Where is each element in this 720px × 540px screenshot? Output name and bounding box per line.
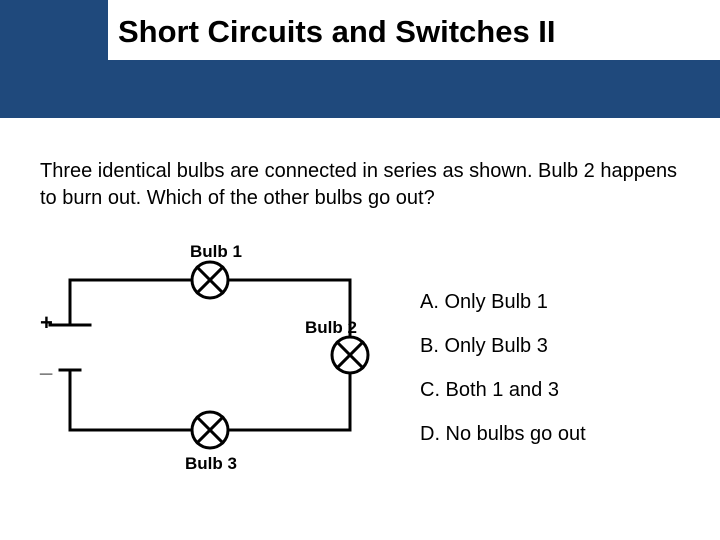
terminal-minus: _ — [40, 352, 52, 378]
content-area: Three identical bulbs are connected in s… — [0, 118, 720, 212]
answer-c: C. Both 1 and 3 — [420, 370, 586, 410]
bulb-3-label: Bulb 3 — [185, 454, 237, 474]
slide-header: Short Circuits and Switches II — [0, 0, 720, 118]
bulb-1-label: Bulb 1 — [190, 242, 242, 262]
header-blue-strip — [108, 60, 720, 118]
question-text: Three identical bulbs are connected in s… — [40, 158, 680, 212]
answer-list: A. Only Bulb 1 B. Only Bulb 3 C. Both 1 … — [420, 282, 586, 458]
slide-title: Short Circuits and Switches II — [118, 14, 710, 50]
answer-b: B. Only Bulb 3 — [420, 326, 586, 366]
terminal-plus: + — [40, 310, 53, 336]
header-right: Short Circuits and Switches II — [108, 0, 720, 118]
answer-a: A. Only Bulb 1 — [420, 282, 586, 322]
bulb-2-label: Bulb 2 — [305, 318, 357, 338]
answer-d: D. No bulbs go out — [420, 414, 586, 454]
circuit-diagram: Bulb 1 Bulb 2 Bulb 3 + _ — [30, 240, 390, 500]
header-left-block — [0, 0, 108, 118]
title-bar: Short Circuits and Switches II — [108, 0, 720, 60]
